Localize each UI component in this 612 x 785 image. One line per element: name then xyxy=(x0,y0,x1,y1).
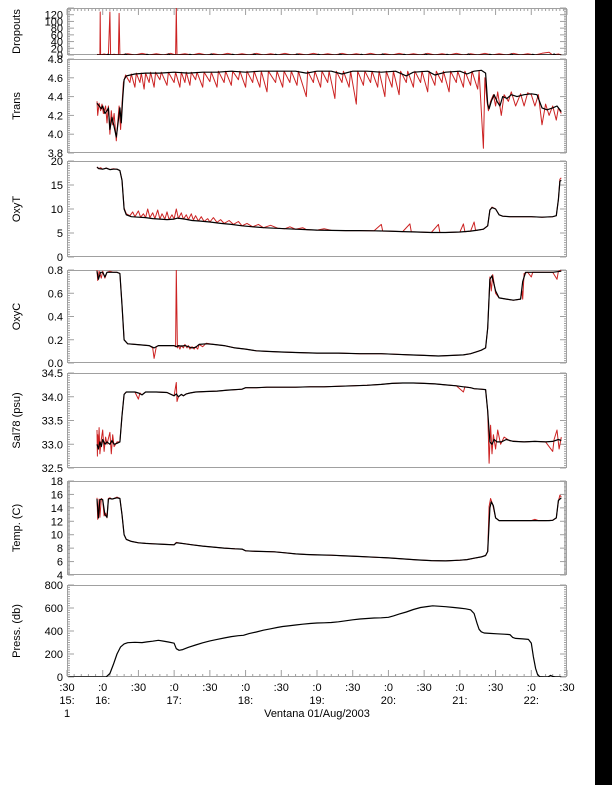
x-tick-label: :0 xyxy=(527,682,536,694)
y-tick-label: 4.0 xyxy=(48,129,63,141)
oxyc-panel-frame xyxy=(67,270,567,363)
x-hour-label: 22: xyxy=(524,695,539,707)
x-hour-label: 17: xyxy=(166,695,181,707)
y-tick-label: 3.8 xyxy=(48,148,63,160)
x-tick-label: :0 xyxy=(241,682,250,694)
y-tick-label: 0.8 xyxy=(48,265,63,277)
y-tick-label: 600 xyxy=(45,603,63,615)
press-black-series xyxy=(68,605,562,677)
y-tick-label: 0.0 xyxy=(48,358,63,370)
x-tick-label: :0 xyxy=(455,682,464,694)
press-panel-frame xyxy=(67,585,567,677)
y-tick-label: 0 xyxy=(57,252,63,264)
sal78-black-series xyxy=(96,382,562,450)
y-tick-label: 4.8 xyxy=(48,54,63,66)
x-tick-label: :30 xyxy=(345,682,360,694)
y-tick-label: 15 xyxy=(51,180,63,192)
y-tick-label: 0.4 xyxy=(48,312,63,324)
y-tick-label: 12 xyxy=(51,516,63,528)
dropouts-axis-label: Dropouts xyxy=(11,9,23,54)
day-label: 1 xyxy=(64,708,71,720)
y-tick-label: 60 xyxy=(51,30,63,42)
x-hour-label: 21: xyxy=(452,695,467,707)
press-axis-label: Press. (db) xyxy=(11,604,23,658)
y-tick-label: 0.2 xyxy=(48,335,63,347)
trans-axis-label: Trans xyxy=(11,92,23,120)
y-tick-label: 4.2 xyxy=(48,110,63,122)
x-tick-label: :0 xyxy=(312,682,321,694)
x-tick-label: :30 xyxy=(488,682,503,694)
y-tick-label: 10 xyxy=(51,530,63,542)
y-tick-label: 4 xyxy=(57,570,63,582)
dropouts-black-series xyxy=(97,53,562,55)
y-tick-label: 33.5 xyxy=(42,416,63,428)
oxyt-black-series xyxy=(96,166,562,234)
temp-black-series xyxy=(96,497,562,562)
y-tick-label: 33.0 xyxy=(42,439,63,451)
x-tick-label: :30 xyxy=(416,682,431,694)
oxyt-axis-label: OxyT xyxy=(11,196,23,223)
x-tick-label: :30 xyxy=(274,682,289,694)
y-tick-label: 400 xyxy=(45,626,63,638)
sal78-red-series xyxy=(96,382,562,464)
x-tick-label: :30 xyxy=(559,682,574,694)
sal78-axis-label: Sal78 (psu) xyxy=(11,392,23,448)
x-tick-label: :30 xyxy=(202,682,217,694)
x-hour-label: 18: xyxy=(238,695,253,707)
y-tick-label: 5 xyxy=(57,228,63,240)
x-tick-label: :0 xyxy=(98,682,107,694)
y-tick-label: 34.0 xyxy=(42,392,63,404)
y-tick-label: 40 xyxy=(51,37,63,49)
oxyc-axis-label: OxyC xyxy=(11,303,23,331)
x-tick-label: :0 xyxy=(384,682,393,694)
y-tick-label: 100 xyxy=(45,16,63,28)
x-tick-label: :0 xyxy=(170,682,179,694)
oxyt-panel-frame xyxy=(67,161,567,257)
chart-title: Ventana 01/Aug/2003 xyxy=(264,708,370,720)
trans-red-series xyxy=(96,70,562,149)
y-tick-label: 0.6 xyxy=(48,288,63,300)
y-tick-label: 120 xyxy=(45,10,63,22)
y-tick-label: 20 xyxy=(51,43,63,55)
y-tick-label: 20 xyxy=(51,156,63,168)
x-hour-label: 20: xyxy=(381,695,396,707)
y-tick-label: 32.5 xyxy=(42,463,63,475)
y-tick-label: 16 xyxy=(51,489,63,501)
dropouts-red-series xyxy=(96,8,562,55)
y-tick-label: 200 xyxy=(45,649,63,661)
y-tick-label: 0 xyxy=(57,672,63,684)
x-tick-label: :30 xyxy=(59,682,74,694)
y-tick-label: 10 xyxy=(51,204,63,216)
x-tick-label: :30 xyxy=(131,682,146,694)
window-edge-strip xyxy=(595,0,612,785)
y-tick-label: 18 xyxy=(51,476,63,488)
y-tick-label: 8 xyxy=(57,543,63,555)
x-hour-label: 19: xyxy=(309,695,324,707)
temp-red-series xyxy=(96,494,562,562)
y-tick-label: 4.6 xyxy=(48,73,63,85)
y-tick-label: 0 xyxy=(57,50,63,62)
x-hour-label: 15: xyxy=(59,695,74,707)
sal78-panel-frame xyxy=(67,373,567,468)
y-tick-label: 34.5 xyxy=(42,368,63,380)
y-tick-label: 6 xyxy=(57,557,63,569)
y-tick-label: 14 xyxy=(51,503,63,515)
oxyt-red-series xyxy=(96,166,562,233)
trans-panel-frame xyxy=(67,59,567,153)
y-tick-label: 80 xyxy=(51,23,63,35)
dropouts-panel-frame xyxy=(67,8,567,55)
oxyc-black-series xyxy=(96,270,562,357)
y-tick-label: 4.4 xyxy=(48,92,63,104)
temp-panel-frame xyxy=(67,481,567,575)
x-hour-label: 16: xyxy=(95,695,110,707)
temp-axis-label: Temp. (C) xyxy=(11,504,23,552)
trans-black-series xyxy=(96,69,562,138)
y-tick-label: 800 xyxy=(45,580,63,592)
